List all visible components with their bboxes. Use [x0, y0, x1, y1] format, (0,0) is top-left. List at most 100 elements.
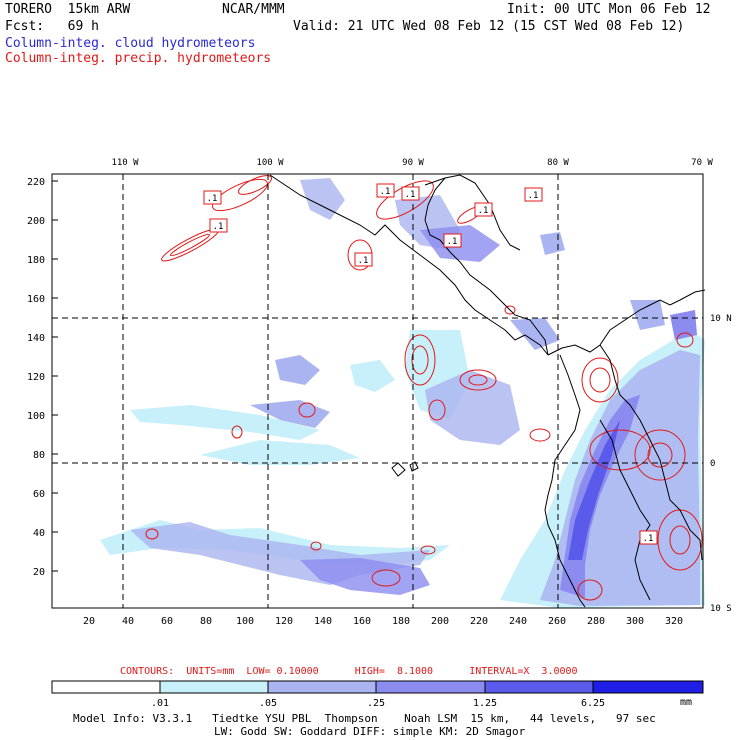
right-lat-labels: 10 N 0 10 S: [710, 314, 732, 614]
graticule: [52, 174, 703, 608]
y-tick: 20: [33, 567, 45, 578]
colorbar-bin: [52, 681, 160, 693]
cloud-area: [630, 300, 665, 330]
y-tick: 40: [33, 528, 45, 539]
coastline-south-america: [547, 289, 706, 356]
contour-label: .1: [474, 202, 493, 217]
precip-contour: [310, 541, 322, 551]
colorbar-label: 1.25: [472, 698, 498, 709]
contour-label: .1: [354, 252, 373, 267]
x-tick: 40: [122, 616, 134, 627]
y-tick: 160: [27, 294, 45, 305]
precip-contour: [145, 528, 159, 540]
svg-text:.1: .1: [358, 256, 369, 266]
contour-label: .1: [443, 233, 462, 248]
contour-label: .1: [639, 530, 658, 545]
cloud-area: [540, 232, 565, 255]
precip-contour: [211, 178, 269, 212]
y-tick: 220: [27, 177, 45, 188]
x-tick: 240: [509, 616, 527, 627]
colorbar-bin: [593, 681, 703, 693]
precip-contour: [231, 425, 243, 439]
x-tick: 260: [548, 616, 566, 627]
x-tick: 300: [626, 616, 644, 627]
precip-contour: [237, 175, 273, 195]
contour-label: .1: [524, 187, 543, 202]
precip-contour: [504, 305, 516, 315]
precip-contour: [411, 345, 429, 375]
y-tick: 140: [27, 333, 45, 344]
coastline-gulf: [424, 174, 521, 251]
precip-contour: [581, 357, 619, 403]
colorbar-label: 6.25: [580, 698, 606, 709]
forecast-hour: Fcst: 69 h: [5, 19, 99, 34]
legend-precip: Column-integ. precip. hydrometeors: [5, 51, 272, 66]
x-tick: 220: [470, 616, 488, 627]
svg-text:.1: .1: [528, 191, 539, 201]
colorbar-frame: [51, 680, 704, 694]
precip-contour: [669, 525, 691, 555]
cloud-area: [130, 405, 320, 440]
precip-contour: [420, 545, 436, 555]
lon-label: 90 W: [402, 158, 424, 168]
colorbar-bin: [160, 681, 268, 693]
precip-contour: [298, 402, 316, 418]
x-tick: 60: [161, 616, 173, 627]
coastline-central-america: [269, 174, 549, 356]
lon-label: 80 W: [547, 158, 569, 168]
cloud-area: [300, 178, 345, 220]
valid-time: Valid: 21 UTC Wed 08 Feb 12 (15 CST Wed …: [293, 19, 685, 34]
coastline-andes: [599, 344, 703, 561]
contour-label: .1: [376, 183, 395, 198]
y-tick: 200: [27, 216, 45, 227]
svg-text:.1: .1: [447, 237, 458, 247]
x-tick: 100: [236, 616, 254, 627]
x-tick: 200: [431, 616, 449, 627]
model-title: TORERO 15km ARW: [5, 2, 131, 17]
lat-label: 0: [710, 459, 715, 469]
map-frame: [51, 173, 704, 609]
lat-label: 10 N: [710, 314, 732, 324]
contour-label: .1: [401, 186, 420, 201]
lon-label: 100 W: [256, 158, 284, 168]
legend-cloud: Column-integ. cloud hydrometeors: [5, 36, 256, 51]
x-tick: 20: [83, 616, 95, 627]
svg-text:.1: .1: [213, 222, 224, 232]
x-tick: 160: [353, 616, 371, 627]
coastline-south-america: [544, 354, 586, 608]
colorbar-label: .25: [366, 698, 386, 709]
galapagos-islands: [391, 461, 419, 477]
x-tick: 280: [587, 616, 605, 627]
left-tick-marks: [52, 180, 58, 572]
precip-contour: [529, 428, 551, 442]
y-tick: 80: [33, 450, 45, 461]
model-info: Model Info: V3.3.1 Tiedtke YSU PBL Thomp…: [73, 712, 656, 725]
svg-text:.1: .1: [207, 194, 218, 204]
colorbar-bin: [376, 681, 485, 693]
precip-contour: [634, 429, 686, 481]
cloud-area: [670, 310, 697, 340]
x-tick: 180: [392, 616, 410, 627]
colorbar-unit: mm: [680, 697, 693, 708]
svg-text:.1: .1: [380, 187, 391, 197]
precip-contour: [428, 399, 446, 421]
model-physics: LW: Godd SW: Goddard DIFF: simple KM: 2D…: [214, 725, 526, 738]
y-tick: 100: [27, 411, 45, 422]
precip-contour: [468, 374, 488, 386]
x-tick: 80: [200, 616, 212, 627]
precip-contour: [376, 180, 434, 220]
precip-contour: [577, 579, 603, 601]
svg-text:.1: .1: [405, 190, 416, 200]
y-tick: 180: [27, 255, 45, 266]
precip-contour: [459, 369, 497, 391]
y-tick: 60: [33, 489, 45, 500]
lon-label: 70 W: [691, 158, 713, 168]
colorbar-bin: [268, 681, 376, 693]
cloud-area: [275, 355, 320, 385]
x-tick: 140: [314, 616, 332, 627]
precip-contour: [371, 569, 401, 587]
x-tick: 120: [275, 616, 293, 627]
contour-label: .1: [209, 218, 228, 233]
lon-label: 110 W: [111, 158, 139, 168]
